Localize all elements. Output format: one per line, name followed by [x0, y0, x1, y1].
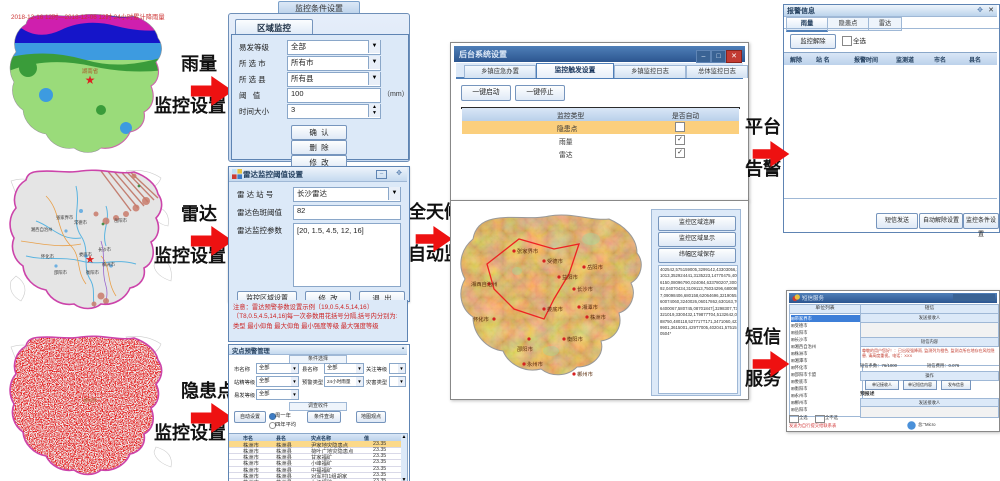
svg-text:长沙市: 长沙市 [98, 246, 112, 253]
svg-text:衡阳市: 衡阳市 [567, 335, 584, 343]
svg-text:永州市: 永州市 [527, 360, 544, 368]
svg-text:怀化市: 怀化市 [41, 253, 55, 260]
svg-text:株洲市: 株洲市 [590, 313, 607, 321]
svg-text:株洲市: 株洲市 [102, 261, 116, 268]
svg-text:长沙市: 长沙市 [577, 285, 594, 293]
svg-text:张家界市: 张家界市 [56, 214, 74, 221]
svg-text:邵阳市: 邵阳市 [517, 345, 534, 353]
svg-text:2018-12-16 12时—2018-12-06 12时: 2018-12-16 12时—2018-12-06 12时 24小时累计降雨量 [11, 12, 165, 21]
svg-text:娄底市: 娄底市 [79, 251, 93, 258]
svg-text:郴州市: 郴州市 [83, 397, 97, 404]
svg-text:郴州市: 郴州市 [577, 370, 594, 378]
svg-text:怀化市: 怀化市 [473, 315, 490, 323]
svg-text:湘潭市: 湘潭市 [582, 303, 599, 311]
svg-text:常德市: 常德市 [74, 219, 88, 226]
svg-text:受德市: 受德市 [547, 257, 564, 265]
svg-text:岳阳市: 岳阳市 [587, 263, 604, 271]
svg-text:张家界市: 张家界市 [517, 247, 539, 255]
svg-text:益阳市: 益阳市 [562, 273, 579, 281]
svg-text:湘西自治州: 湘西自治州 [31, 226, 52, 233]
svg-text:邵阳市: 邵阳市 [54, 269, 68, 276]
svg-text:湘西自治州: 湘西自治州 [471, 280, 498, 288]
svg-text:娄底市: 娄底市 [547, 305, 564, 313]
svg-text:衡阳市: 衡阳市 [86, 269, 100, 276]
svg-text:★: ★ [85, 73, 96, 87]
svg-text:岳阳市: 岳阳市 [114, 217, 128, 224]
